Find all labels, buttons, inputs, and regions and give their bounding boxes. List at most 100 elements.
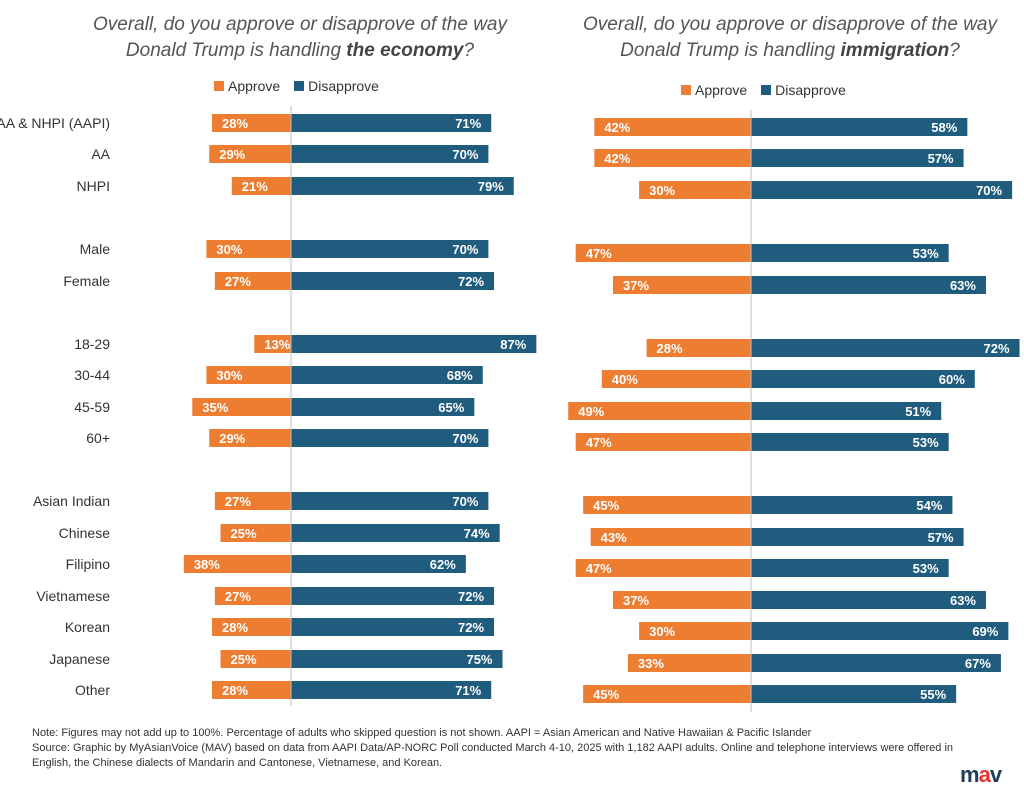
bar-disapprove-immigration — [751, 149, 964, 167]
category-label: Male — [80, 241, 111, 257]
bar-approve-immigration — [568, 402, 751, 420]
legend-swatch-approve — [214, 81, 224, 91]
bar-approve-economy — [254, 335, 291, 353]
legend-swatch-disapprove — [761, 85, 772, 95]
data-label-approve: 28% — [222, 683, 248, 698]
data-label-disapprove: 57% — [928, 151, 954, 166]
category-label: 45-59 — [74, 399, 110, 415]
bar-approve-economy — [231, 177, 291, 195]
bar-approve-immigration — [612, 276, 751, 294]
bar-approve-economy — [206, 366, 291, 384]
data-label-disapprove: 65% — [438, 400, 464, 415]
data-label-approve: 27% — [225, 589, 251, 604]
data-label-disapprove: 63% — [950, 593, 976, 608]
data-label-disapprove: 87% — [500, 337, 526, 352]
bar-approve-economy — [212, 681, 291, 699]
category-label: AA — [91, 146, 110, 162]
bar-disapprove-economy — [291, 492, 489, 510]
bar-disapprove-immigration — [751, 118, 968, 136]
legend-label-approve: Approve — [228, 78, 281, 94]
bar-approve-economy — [209, 429, 291, 447]
title-suffix: ? — [463, 40, 475, 61]
title-line-2: Donald Trump is handling immigration? — [565, 38, 1015, 64]
footnote: Note: Figures may not add up to 100%. Pe… — [32, 726, 992, 771]
data-label-approve: 33% — [638, 656, 664, 671]
legend-swatch-approve — [681, 85, 691, 95]
data-label-disapprove: 58% — [931, 120, 957, 135]
category-label: Other — [75, 682, 110, 698]
bar-approve-immigration — [590, 528, 751, 546]
data-label-approve: 45% — [593, 498, 619, 513]
data-label-disapprove: 51% — [905, 404, 931, 419]
bar-disapprove-immigration — [751, 591, 986, 609]
source-text-2: English, the Chinese dialects of Mandari… — [32, 757, 443, 769]
data-label-disapprove: 60% — [939, 372, 965, 387]
data-label-approve: 29% — [219, 147, 245, 162]
data-label-approve: 38% — [194, 557, 220, 572]
bar-disapprove-immigration — [751, 496, 953, 514]
data-label-disapprove: 70% — [452, 494, 478, 509]
data-label-disapprove: 68% — [447, 368, 473, 383]
legend-label-approve: Approve — [695, 82, 748, 98]
category-label: Vietnamese — [36, 588, 110, 604]
data-label-disapprove: 62% — [430, 557, 456, 572]
data-label-approve: 37% — [623, 593, 649, 608]
data-label-approve: 47% — [586, 435, 612, 450]
category-label: AA & NHPI (AAPI) — [0, 115, 110, 131]
data-label-disapprove: 67% — [965, 656, 991, 671]
category-label: Asian Indian — [33, 493, 110, 509]
data-label-disapprove: 53% — [913, 246, 939, 261]
data-label-approve: 40% — [612, 372, 638, 387]
data-label-disapprove: 70% — [452, 147, 478, 162]
data-label-approve: 28% — [222, 116, 248, 131]
data-label-disapprove: 69% — [972, 624, 998, 639]
data-label-approve: 42% — [604, 151, 630, 166]
title-topic: immigration — [840, 40, 950, 61]
bar-disapprove-economy — [291, 398, 475, 416]
data-label-approve: 35% — [202, 400, 228, 415]
bar-approve-immigration — [575, 559, 751, 577]
data-label-approve: 43% — [601, 530, 627, 545]
bar-disapprove-immigration — [751, 654, 1001, 672]
bar-disapprove-immigration — [751, 528, 964, 546]
bar-disapprove-economy — [291, 366, 483, 384]
bar-approve-immigration — [627, 654, 751, 672]
category-label: 18-29 — [74, 336, 110, 352]
data-label-approve: 45% — [593, 687, 619, 702]
title-suffix: ? — [949, 40, 960, 61]
data-label-approve: 30% — [216, 368, 242, 383]
bar-disapprove-immigration — [751, 370, 975, 388]
data-label-disapprove: 53% — [913, 561, 939, 576]
source-text-1: Source: Graphic by MyAsianVoice (MAV) ba… — [32, 742, 954, 754]
category-label: NHPI — [77, 178, 110, 194]
bar-disapprove-economy — [291, 618, 495, 636]
bar-approve-economy — [192, 398, 291, 416]
bar-approve-economy — [209, 145, 291, 163]
diverging-bar-charts: 28% 71% AA & NHPI (AAPI) 29% 70% AA 21% 79% NHPI… — [0, 106, 1020, 712]
data-label-approve: 25% — [231, 652, 257, 667]
data-label-approve: 27% — [225, 494, 251, 509]
data-label-disapprove: 71% — [455, 116, 481, 131]
legend-economy: Approve Disapprove — [214, 78, 379, 94]
data-label-disapprove: 75% — [466, 652, 492, 667]
note-text: Note: Figures may not add up to 100%. Pe… — [32, 727, 812, 739]
data-label-disapprove: 57% — [928, 530, 954, 545]
bar-disapprove-immigration — [751, 339, 1020, 357]
bar-disapprove-immigration — [751, 622, 1009, 640]
chart-title-economy: Overall, do you approve or disapprove of… — [40, 12, 560, 64]
title-line-2: Donald Trump is handling the economy? — [40, 38, 560, 64]
bar-approve-economy — [220, 524, 291, 542]
data-label-approve: 30% — [649, 624, 675, 639]
data-label-approve: 27% — [225, 274, 251, 289]
bar-approve-immigration — [639, 622, 751, 640]
title-prefix: Donald Trump is handling — [125, 40, 347, 61]
bar-disapprove-economy — [291, 555, 466, 573]
data-label-disapprove: 54% — [916, 498, 942, 513]
data-label-approve: 47% — [586, 561, 612, 576]
bar-disapprove-immigration — [751, 181, 1013, 199]
bar-disapprove-immigration — [751, 685, 957, 703]
data-label-approve: 25% — [231, 526, 257, 541]
bar-disapprove-economy — [291, 650, 503, 668]
bar-approve-immigration — [583, 685, 751, 703]
category-label: Korean — [65, 619, 110, 635]
